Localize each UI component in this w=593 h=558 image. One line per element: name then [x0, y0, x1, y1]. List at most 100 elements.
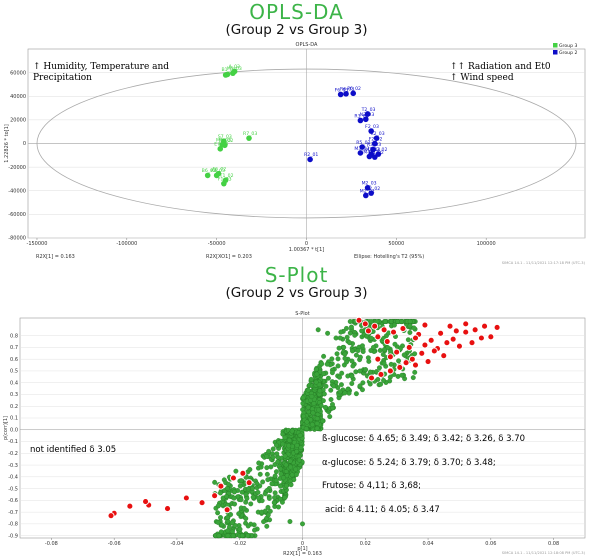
green-point — [306, 395, 312, 401]
green-point — [367, 371, 373, 377]
green-point — [277, 475, 283, 481]
green-point — [359, 334, 365, 340]
green-point — [299, 435, 305, 441]
green-point — [315, 401, 321, 407]
green-point — [276, 464, 282, 469]
green-point — [294, 429, 300, 435]
green-point — [397, 363, 403, 369]
green-point — [316, 392, 322, 398]
green-point — [297, 438, 303, 444]
green-point — [407, 357, 413, 363]
green-point — [230, 527, 235, 533]
green-point — [312, 425, 318, 431]
green-point — [227, 476, 233, 482]
x-axis-label: p[1] — [297, 546, 307, 552]
green-point — [315, 425, 321, 431]
green-point — [288, 474, 294, 480]
green-point — [290, 429, 296, 435]
green-point — [243, 474, 249, 480]
green-point — [303, 416, 309, 422]
green-point — [286, 428, 291, 434]
green-point — [251, 522, 257, 528]
legend-swatch — [553, 43, 558, 48]
green-point — [249, 482, 255, 488]
green-point — [302, 396, 308, 402]
green-point — [403, 319, 409, 324]
green-point — [311, 420, 317, 426]
green-point — [285, 434, 291, 439]
green-point — [297, 433, 303, 438]
green-point — [284, 474, 290, 480]
green-point — [287, 437, 293, 443]
green-point — [296, 434, 302, 439]
green-point — [272, 499, 278, 505]
green-point — [283, 428, 289, 434]
green-point — [248, 475, 254, 481]
green-point — [313, 422, 319, 427]
green-point — [223, 515, 229, 521]
green-point — [248, 521, 254, 527]
green-point — [380, 352, 386, 357]
green-point — [314, 423, 320, 429]
green-point — [287, 448, 293, 454]
green-point — [304, 405, 310, 411]
green-point — [316, 405, 322, 411]
green-point — [212, 533, 218, 539]
green-point — [249, 486, 255, 491]
green-point — [291, 438, 297, 443]
green-point — [304, 418, 310, 424]
x-tick-label: 50000 — [388, 241, 404, 247]
green-point — [371, 349, 377, 354]
green-point — [309, 383, 315, 389]
green-point — [302, 417, 308, 423]
green-point — [390, 352, 396, 358]
green-point — [307, 411, 312, 417]
green-point — [297, 439, 303, 445]
green-point — [315, 373, 321, 378]
green-point — [287, 432, 293, 438]
green-point — [287, 438, 293, 444]
green-point — [310, 425, 316, 431]
red-point — [462, 328, 470, 336]
green-point — [315, 377, 321, 382]
green-point — [291, 467, 297, 473]
green-point — [350, 376, 356, 382]
green-point — [315, 409, 320, 414]
green-point — [301, 419, 306, 424]
green-point — [311, 396, 317, 402]
green-point — [293, 434, 299, 440]
green-point — [277, 443, 283, 448]
green-point — [317, 406, 323, 412]
green-point — [275, 442, 281, 448]
y-tick-label: -0.6 — [8, 498, 18, 504]
green-point — [293, 466, 299, 472]
green-point — [364, 319, 370, 324]
opls-da-chart: -80000-60000-40000-200000200004000060000… — [4, 42, 586, 265]
green-point — [312, 385, 318, 391]
green-point — [313, 416, 319, 422]
green-point — [315, 378, 321, 384]
green-point — [301, 414, 306, 420]
green-point — [314, 397, 320, 403]
y-tick-label: -0.5 — [8, 486, 18, 492]
green-point — [337, 374, 342, 380]
point-label: F6_02 — [212, 166, 226, 172]
green-point — [294, 433, 300, 438]
green-point — [318, 419, 324, 425]
green-point — [282, 493, 288, 499]
green-point — [320, 418, 326, 424]
green-point — [312, 424, 317, 430]
green-point — [291, 474, 296, 480]
green-point — [289, 431, 295, 437]
green-point — [224, 520, 230, 526]
green-point — [284, 434, 289, 440]
green-point — [388, 351, 393, 357]
group2-point — [350, 90, 357, 97]
green-point — [300, 419, 306, 424]
green-point — [381, 360, 387, 366]
red-point — [182, 494, 190, 502]
green-point — [282, 488, 288, 494]
green-point — [282, 453, 288, 459]
green-point — [302, 418, 308, 424]
green-point — [316, 391, 322, 397]
